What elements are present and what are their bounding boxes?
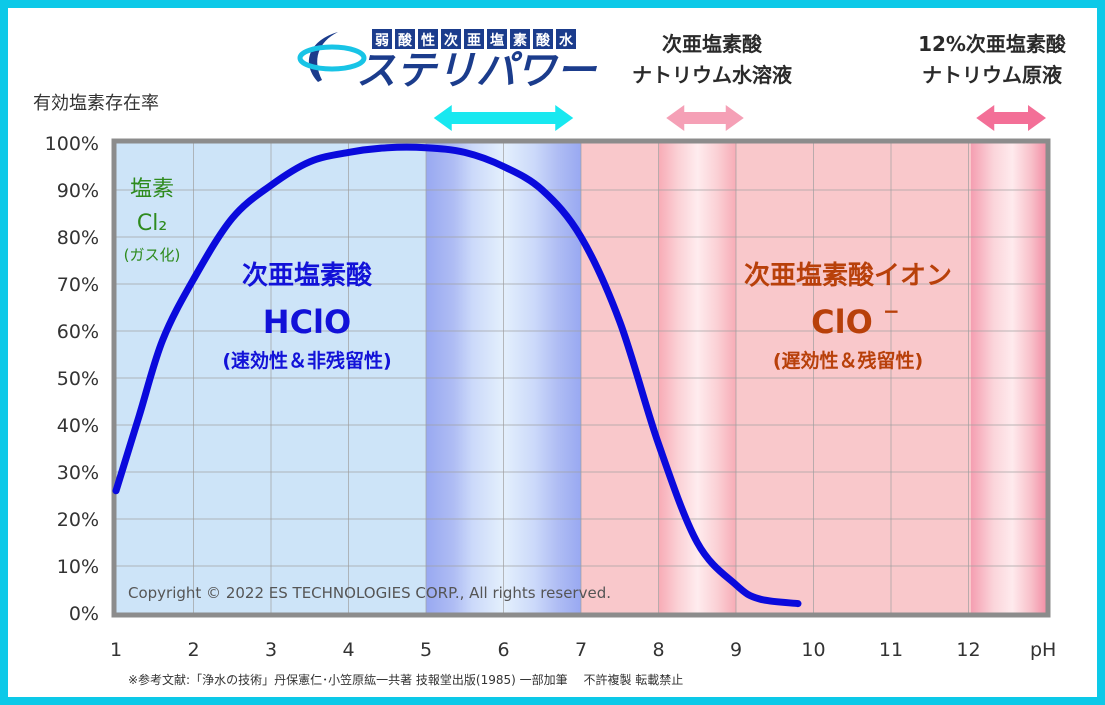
- tagline-char: 素: [513, 32, 527, 49]
- tagline-char-box: [533, 29, 553, 49]
- tagline-char-box: [464, 29, 484, 49]
- hclo-note: (速効性＆非残留性): [222, 349, 391, 372]
- tagline-char-box: [395, 29, 415, 49]
- x-tick-label: 8: [652, 639, 664, 661]
- chlorine-label: 塩素: [130, 177, 174, 202]
- x-tick-label: 10: [801, 639, 825, 661]
- plot-area: [111, 138, 1051, 618]
- x-tick-label: 3: [265, 639, 277, 661]
- brand-swirl-icon: [308, 32, 338, 82]
- tagline-char: 性: [421, 32, 435, 49]
- x-tick-label: 12: [956, 639, 980, 661]
- tagline-char: 次: [444, 32, 458, 49]
- clo-label: 次亜塩素酸イオン: [744, 261, 952, 291]
- y-tick-label: 70%: [57, 274, 99, 296]
- tagline-char-box: [441, 29, 461, 49]
- y-axis-label: 有効塩素存在率: [33, 93, 159, 114]
- brand-name: ステリパワー: [356, 48, 598, 94]
- clo-note: (遅効性＆残留性): [773, 349, 923, 372]
- hclo-label: 次亜塩素酸: [242, 261, 373, 291]
- tagline-char-box: [487, 29, 507, 49]
- y-tick-label: 0%: [69, 603, 99, 625]
- tagline-char: 弱: [375, 33, 389, 49]
- chlorine-formula: Cl₂: [137, 211, 167, 236]
- tagline-char: 塩: [490, 32, 504, 49]
- range-arrow: [666, 105, 744, 131]
- tagline-char-box: [372, 29, 392, 49]
- x-tick-label: 4: [342, 639, 354, 661]
- y-tick-label: 100%: [45, 133, 99, 155]
- y-tick-label: 60%: [57, 321, 99, 343]
- tagline-char-box: [556, 29, 576, 49]
- x-tick-label: 9: [730, 639, 742, 661]
- tagline-char: 亜: [467, 33, 481, 49]
- tagline-char: 酸: [536, 32, 551, 49]
- tagline-char-box: [418, 29, 438, 49]
- x-tick-label: 5: [420, 639, 432, 661]
- x-axis-label: pH: [1030, 639, 1056, 661]
- hclo-formula: HClO: [263, 303, 351, 341]
- brand-tagline: 弱酸性次亜塩素酸水: [372, 29, 576, 49]
- x-tick-label: 6: [497, 639, 509, 661]
- x-tick-label: 7: [575, 639, 587, 661]
- hclo-line: [112, 143, 802, 608]
- x-tick-label: 1: [110, 639, 122, 661]
- sodium-raw-header-line1: 12%次亜塩素酸: [918, 32, 1067, 56]
- sodium-solution-header-line2: ナトリウム水溶液: [632, 63, 793, 87]
- plot-border: [111, 138, 1051, 618]
- y-tick-label: 50%: [57, 368, 99, 390]
- tagline-char: 酸: [398, 32, 413, 49]
- brand-ring-icon: [297, 44, 367, 72]
- y-tick-label: 30%: [57, 462, 99, 484]
- chlorine-note: (ガス化): [124, 246, 181, 264]
- sodium-solution-header-line1: 次亜塩素酸: [662, 32, 763, 56]
- y-tick-label: 10%: [57, 556, 99, 578]
- y-tick-label: 80%: [57, 227, 99, 249]
- y-tick-label: 40%: [57, 415, 99, 437]
- x-tick-label: 11: [879, 639, 903, 661]
- y-tick-label: 20%: [57, 509, 99, 531]
- x-tick-label: 2: [187, 639, 199, 661]
- copyright-text: Copyright © 2022 ES TECHNOLOGIES CORP., …: [128, 584, 611, 602]
- clo-formula: ClO: [811, 303, 873, 341]
- footnote-text: ※参考文献:「浄水の技術」丹保憲仁･小笠原紘一共著 技報堂出版(1985) 一部…: [128, 672, 683, 687]
- tagline-char-box: [510, 29, 530, 49]
- tagline-char: 水: [559, 32, 574, 49]
- clo-superscript: −: [883, 299, 900, 323]
- brand-logo: 弱酸性次亜塩素酸水 ステリパワー: [297, 29, 598, 94]
- y-tick-label: 90%: [57, 180, 99, 202]
- range-arrow: [433, 105, 574, 131]
- sodium-raw-header-line2: ナトリウム原液: [922, 63, 1063, 87]
- range-arrow: [976, 105, 1046, 131]
